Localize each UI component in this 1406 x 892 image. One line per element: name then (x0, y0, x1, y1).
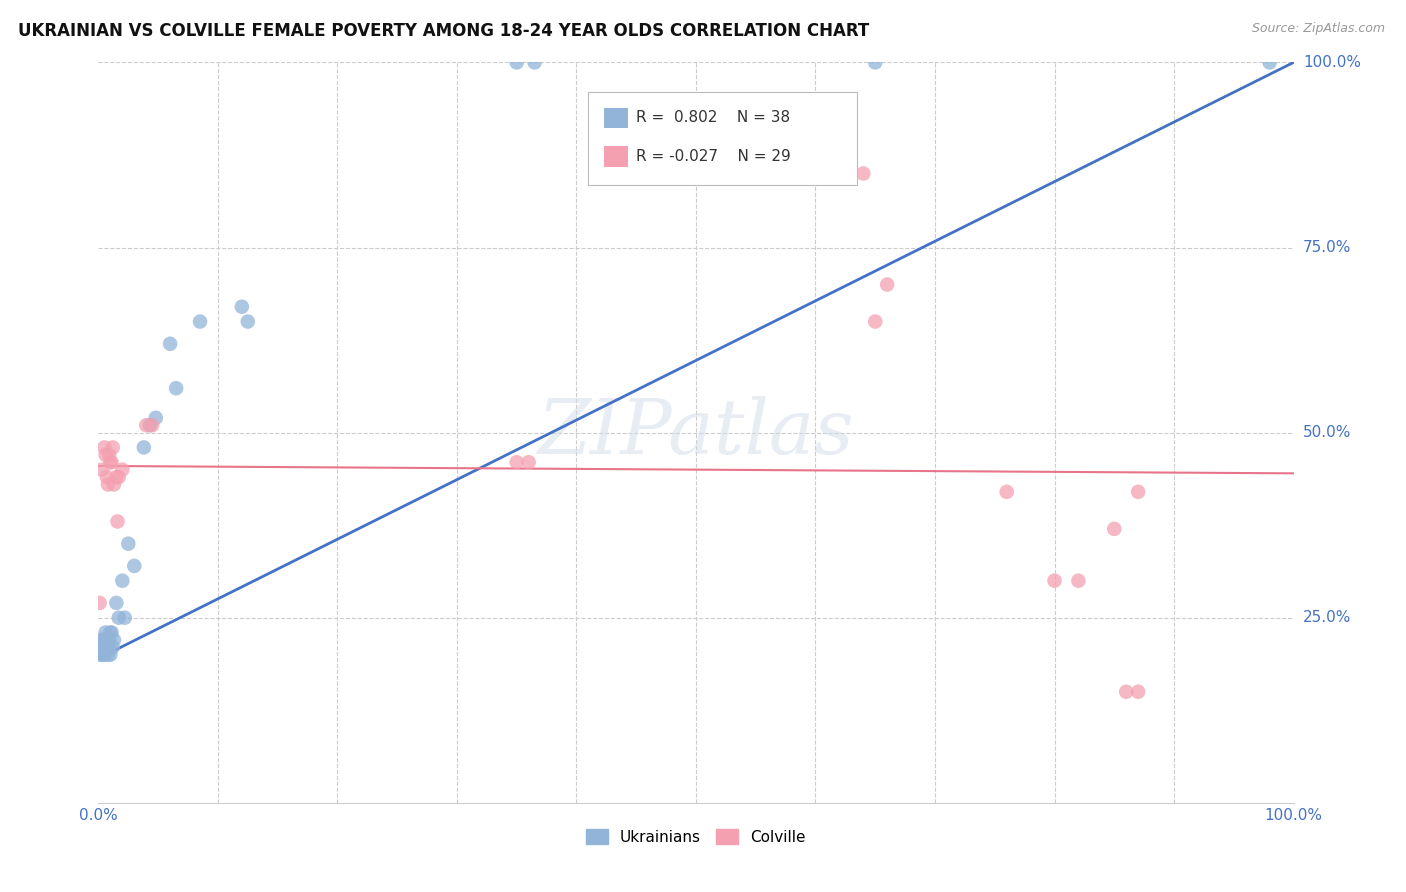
Point (94, 448, 117, 462)
Point (135, 418, 157, 433)
Point (91, 640, 114, 655)
Point (105, 596, 128, 610)
Text: ZIPatlas: ZIPatlas (537, 396, 855, 469)
Point (876, 277, 898, 292)
Point (101, 640, 124, 655)
Point (105, 470, 128, 484)
Point (145, 410, 167, 425)
Text: R =  0.802    N = 38: R = 0.802 N = 38 (636, 111, 790, 126)
Point (103, 632, 125, 647)
Point (97, 632, 120, 647)
Point (91, 648, 114, 662)
Point (98, 448, 121, 462)
Point (141, 418, 163, 433)
Point (995, 484, 1018, 499)
Point (1115, 685, 1137, 699)
Point (1067, 574, 1090, 588)
Point (1258, 55, 1281, 70)
Point (90, 640, 112, 655)
Point (91, 462, 114, 476)
Point (517, 455, 540, 469)
Point (98, 648, 122, 662)
Point (98, 632, 121, 647)
Point (506, 55, 529, 70)
Point (93, 648, 115, 662)
Point (523, 55, 546, 70)
Point (865, 55, 887, 70)
Point (852, 166, 875, 180)
Point (236, 314, 259, 328)
Point (132, 441, 155, 455)
Point (103, 477, 125, 491)
Point (107, 470, 129, 484)
Point (1128, 484, 1150, 499)
Text: 75.0%: 75.0% (1303, 240, 1351, 255)
Point (117, 536, 139, 550)
Text: 50.0%: 50.0% (1303, 425, 1351, 440)
Point (96, 632, 118, 647)
Point (89, 596, 111, 610)
Text: R = -0.027    N = 29: R = -0.027 N = 29 (636, 149, 792, 164)
Point (97, 648, 120, 662)
Point (124, 558, 146, 573)
Point (165, 381, 187, 395)
Point (111, 574, 134, 588)
Point (1104, 522, 1126, 536)
Point (101, 441, 124, 455)
Point (94, 625, 117, 640)
Point (98, 640, 121, 655)
Point (107, 515, 129, 529)
FancyBboxPatch shape (589, 92, 858, 185)
Text: 100.0%: 100.0% (1303, 55, 1361, 70)
Point (1128, 685, 1150, 699)
Point (139, 418, 162, 433)
Point (506, 455, 529, 469)
Text: Source: ZipAtlas.com: Source: ZipAtlas.com (1251, 22, 1385, 36)
Point (865, 314, 887, 328)
Point (91, 632, 114, 647)
Point (91, 632, 114, 647)
Text: UKRAINIAN VS COLVILLE FEMALE POVERTY AMONG 18-24 YEAR OLDS CORRELATION CHART: UKRAINIAN VS COLVILLE FEMALE POVERTY AMO… (18, 22, 869, 40)
Point (96, 470, 118, 484)
Point (96, 640, 118, 655)
Point (188, 314, 211, 328)
Legend: Ukrainians, Colville: Ukrainians, Colville (581, 822, 811, 851)
Point (1043, 574, 1066, 588)
Point (159, 336, 181, 351)
Point (89, 648, 111, 662)
Point (97, 477, 120, 491)
Point (100, 455, 122, 469)
Point (107, 610, 129, 624)
Point (111, 462, 134, 476)
Point (98, 455, 122, 469)
FancyBboxPatch shape (605, 108, 628, 128)
Point (93, 640, 115, 655)
Point (100, 625, 122, 640)
FancyBboxPatch shape (605, 146, 628, 167)
Point (93, 441, 115, 455)
Text: 25.0%: 25.0% (1303, 610, 1351, 625)
Point (231, 300, 253, 314)
Point (98, 625, 122, 640)
Point (114, 610, 136, 624)
